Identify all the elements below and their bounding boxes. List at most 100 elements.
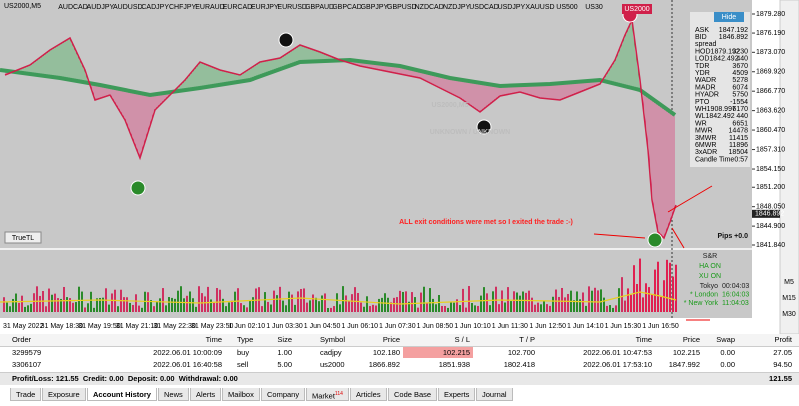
info-value: 6651 [732,120,748,127]
tab[interactable]: Company [261,388,306,401]
tab[interactable]: Articles [350,388,387,401]
sub-bar [354,287,356,312]
symbol-button[interactable]: XAUUSD [525,4,554,11]
tab[interactable]: Alerts [190,388,222,401]
tab-label[interactable]: Code Base [394,390,432,399]
time-label: 31 May 22:30 [153,323,196,330]
sub-bar [387,297,389,312]
tab[interactable]: Exposure [42,388,86,401]
tab-label[interactable]: Account History [93,390,151,399]
sub-bar [303,288,305,312]
tab[interactable]: Market114 [306,388,349,401]
table-cell: us2000 [320,360,345,369]
sub-bar [21,295,23,312]
sub-bar [402,291,404,312]
symbol-button[interactable]: AUDJPY [87,4,115,11]
table-header [0,334,799,347]
symbol-button[interactable]: AUDUSD [113,4,143,11]
arrow [667,185,713,213]
tab-label[interactable]: Market [312,391,335,401]
sub-bar [60,298,62,312]
hide-button[interactable] [714,12,744,22]
symbol-button[interactable]: EURAUD [195,4,225,11]
sub-bar [153,306,155,312]
symbol-button[interactable]: GBPCAD [332,4,362,11]
sub-bar [558,296,560,312]
symbol-button[interactable]: NZDJPY [443,4,471,11]
symbol-button[interactable]: AUDCAD [58,4,88,11]
active-symbol[interactable]: US2000 [624,6,649,13]
sub-bar [93,307,95,312]
tab-label[interactable]: Exposure [48,390,80,399]
sub-bar [528,290,530,312]
tab[interactable]: Journal [476,388,513,401]
tab-label[interactable]: Alerts [196,390,216,399]
symbol-button[interactable]: EURJPY [251,4,279,11]
window-title: US2000,M5 [4,3,41,10]
active-symbol-button[interactable] [622,4,652,14]
sub-bar [423,286,425,312]
sub-bar [162,288,164,312]
price-label: 1863.620 [756,107,785,114]
symbol-button[interactable]: GBPUSD [387,4,417,11]
tab[interactable]: Experts [438,388,476,401]
info-key: 3xADR [695,149,717,156]
hide-label[interactable]: Hide [722,14,737,21]
exit-signal [476,119,492,135]
tab-label[interactable]: Mailbox [228,390,254,399]
symbol-button[interactable]: EURUSD [277,4,307,11]
symbol-button[interactable]: GBPJPY [361,4,389,11]
sub-bar [252,297,254,312]
sub-bar [600,289,602,312]
tab[interactable]: Trade [10,388,42,401]
sub-bar [612,307,614,312]
tab-label[interactable]: News [164,390,183,399]
column-header: T / P [519,335,535,344]
sub-bar [141,307,143,312]
tab[interactable]: Account History [87,388,157,401]
sub-bar [504,302,506,312]
symbol-button[interactable]: US500 [556,4,578,11]
sub-bar [450,302,452,312]
tab-label[interactable]: Company [267,390,300,399]
symbol-button[interactable]: USDCAD [469,4,499,11]
symbol-button[interactable]: CHFJPY [169,4,197,11]
sub-bar [231,300,233,312]
price-label: 1866.770 [756,88,785,95]
sub-bar [300,288,302,312]
tab-label[interactable]: Trade [16,390,36,399]
sub-bar [222,298,224,312]
tab-label[interactable]: Articles [356,390,381,399]
symbol-button[interactable]: US30 [585,4,603,11]
sub-bar [246,307,248,312]
timeframe-button[interactable]: M15 [782,295,796,302]
tab[interactable]: Code Base [388,388,438,401]
price-label: 1848.050 [756,204,785,211]
tab[interactable]: News [158,388,189,401]
table-cell: cadjpy [320,348,342,357]
sub-bar [633,265,635,312]
symbol-button[interactable]: NZDCAD [415,4,444,11]
tab-label[interactable]: Journal [482,390,507,399]
sub-bar [69,298,71,312]
price-label: 1844.900 [756,223,785,230]
info-value: 4509 [732,70,748,77]
sub-bar [63,286,65,312]
timeframe-button[interactable]: M5 [784,279,794,286]
symbol-button[interactable]: EURCAD [223,4,253,11]
sub-bar [447,307,449,312]
symbol-button[interactable]: CADJPY [141,4,169,11]
symbol-button[interactable]: GBPAUD [305,4,334,11]
tab-label[interactable]: Experts [444,390,470,399]
column-header: Size [277,335,292,344]
sub-bar [561,287,563,312]
symbol-button[interactable]: USDJPY [498,4,526,11]
sub-bar [129,302,131,312]
info-key: 3MWR [695,135,716,142]
tab[interactable]: Mailbox [222,388,260,401]
sub-bar [30,303,32,312]
info-value: 6170 [732,106,748,113]
timeframe-button[interactable]: M30 [782,311,796,318]
sub-bar [639,258,641,312]
